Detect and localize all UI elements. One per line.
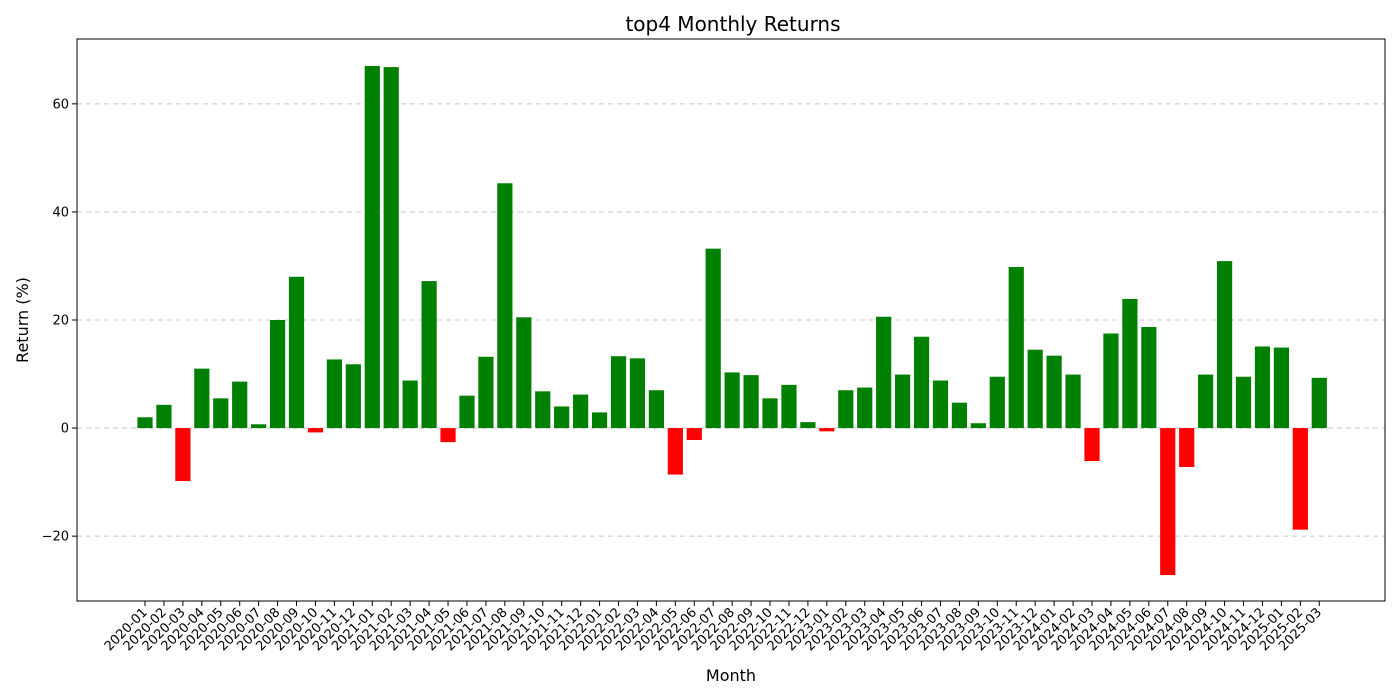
bar [516, 317, 532, 429]
bar [554, 406, 570, 429]
bar [364, 66, 380, 429]
bar [1292, 428, 1308, 530]
bar [573, 394, 589, 429]
bar [648, 390, 664, 429]
bar [895, 374, 911, 429]
bar [781, 384, 797, 429]
bar [251, 424, 267, 429]
bar [705, 248, 721, 429]
bar [610, 356, 627, 429]
bar [440, 428, 456, 443]
bar [421, 281, 437, 429]
bar [383, 67, 399, 429]
bar [667, 428, 683, 475]
y-tick-label: 20 [52, 314, 69, 329]
bar [1084, 428, 1100, 462]
bar [1103, 333, 1119, 429]
bar [989, 376, 1005, 429]
bar [1179, 428, 1195, 467]
bar [800, 422, 816, 429]
y-tick-label: −20 [42, 530, 69, 545]
y-axis: −20 0 20 40 60 [42, 97, 77, 545]
bar [497, 183, 513, 429]
bar [686, 428, 702, 440]
bar [478, 356, 494, 429]
y-tick-label: 40 [52, 205, 69, 220]
bar [232, 381, 248, 429]
bar [269, 320, 286, 429]
bar [819, 428, 835, 432]
y-tick-label: 60 [52, 97, 69, 112]
y-axis-label: Return (%) [13, 277, 32, 363]
bar [629, 358, 646, 429]
bar [535, 391, 551, 429]
bar [1141, 327, 1157, 429]
bar [194, 368, 210, 429]
bar [857, 387, 873, 429]
bar [326, 359, 342, 429]
y-tick-label: 0 [61, 422, 69, 437]
bar [1046, 355, 1062, 429]
bar [970, 423, 986, 429]
bar [213, 398, 229, 429]
bar [1254, 346, 1271, 429]
bar [591, 412, 608, 429]
bar [345, 364, 361, 429]
bar [913, 336, 930, 429]
bar [724, 372, 740, 429]
bar [288, 276, 305, 429]
x-axis: 2020-012020-022020-032020-042020-052020-… [102, 601, 1325, 654]
bar [951, 402, 968, 429]
bar [137, 417, 153, 429]
bar [932, 380, 949, 429]
chart-title: top4 Monthly Returns [625, 12, 840, 36]
bar [459, 395, 475, 429]
bar [307, 428, 324, 433]
bar [762, 398, 778, 429]
bars [137, 66, 1327, 576]
bar [838, 390, 854, 429]
bar [1008, 267, 1024, 429]
bar [1273, 347, 1289, 429]
x-axis-label: Month [706, 666, 756, 685]
bar [1065, 374, 1081, 429]
bar [1216, 261, 1233, 429]
bar [1311, 377, 1327, 429]
bar [402, 380, 418, 429]
bar [1198, 374, 1214, 429]
bar [876, 316, 892, 429]
bar [1235, 376, 1252, 429]
bar [156, 404, 172, 429]
bar [743, 375, 759, 429]
bar [175, 428, 191, 482]
bar [1160, 428, 1176, 576]
bar [1027, 349, 1043, 429]
bar [1122, 298, 1138, 429]
